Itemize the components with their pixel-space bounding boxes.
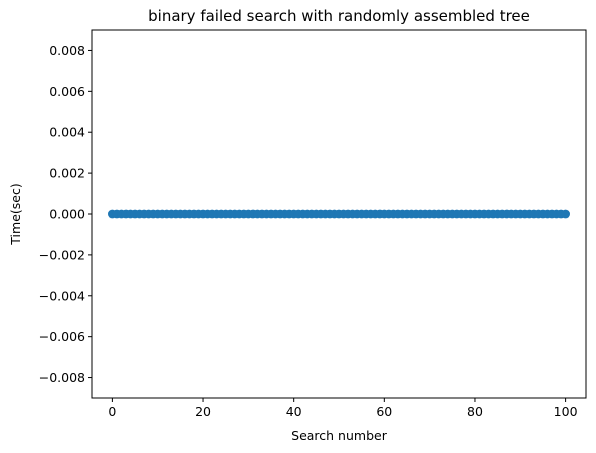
y-tick-label: −0.004 — [39, 288, 85, 303]
x-tick-label: 40 — [286, 404, 302, 419]
x-tick-label: 60 — [376, 404, 392, 419]
y-axis-label: Time(sec) — [8, 183, 23, 245]
y-tick-label: 0.008 — [49, 43, 85, 58]
x-axis: 0 20 40 60 80 100 — [108, 398, 578, 419]
y-tick-label: 0.002 — [49, 166, 85, 181]
y-tick-label: −0.006 — [39, 329, 85, 344]
x-tick-label: 20 — [195, 404, 211, 419]
chart-title: binary failed search with randomly assem… — [148, 7, 530, 25]
x-tick-label: 80 — [467, 404, 483, 419]
x-tick-label: 100 — [554, 404, 578, 419]
x-tick-label: 0 — [108, 404, 116, 419]
y-tick-label: 0.004 — [49, 125, 85, 140]
y-tick-label: −0.002 — [39, 247, 85, 262]
x-axis-label: Search number — [291, 428, 388, 443]
data-point — [561, 209, 571, 219]
y-tick-label: −0.008 — [39, 370, 85, 385]
y-tick-label: 0.006 — [49, 84, 85, 99]
y-tick-label: 0.000 — [49, 207, 85, 222]
y-axis: 0.008 0.006 0.004 0.002 0.000 −0.002 −0.004 −0.… — [39, 43, 92, 385]
data-points — [107, 209, 571, 219]
